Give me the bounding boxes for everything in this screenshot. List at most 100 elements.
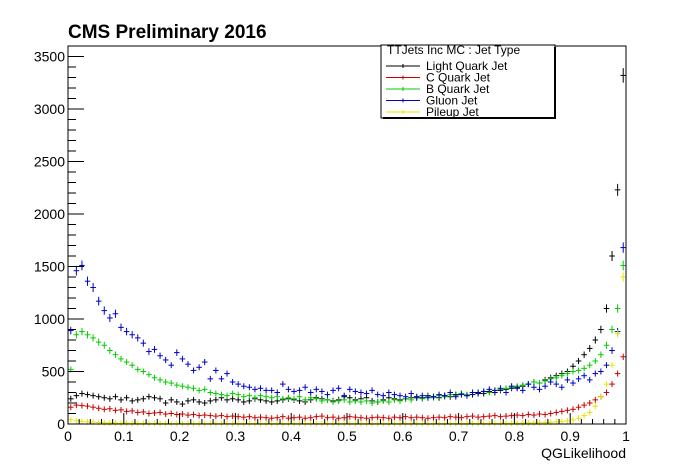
data-point <box>201 386 208 393</box>
data-point <box>603 341 610 349</box>
data-point <box>95 405 102 412</box>
data-point <box>213 390 219 397</box>
data-point <box>397 392 403 399</box>
data-point <box>380 414 387 421</box>
data-point <box>285 386 292 393</box>
data-point <box>581 351 587 358</box>
data-point <box>129 407 135 414</box>
data-point <box>402 413 409 420</box>
data-point <box>553 409 560 416</box>
legend-label: Light Quark Jet <box>426 59 508 73</box>
data-point <box>291 395 297 402</box>
data-point <box>68 404 74 411</box>
data-point <box>508 420 515 427</box>
data-point <box>380 392 387 399</box>
data-point <box>246 413 253 420</box>
data-point <box>374 398 381 405</box>
data-point <box>296 414 303 421</box>
data-point <box>190 396 197 403</box>
data-point <box>570 380 576 387</box>
data-point <box>224 370 230 377</box>
data-point <box>609 250 615 262</box>
data-point <box>73 402 80 409</box>
data-point <box>252 414 258 421</box>
data-point <box>185 412 191 419</box>
data-point <box>162 356 169 364</box>
data-point <box>118 323 124 332</box>
data-point <box>519 412 526 419</box>
data-point <box>553 381 560 388</box>
data-point <box>73 265 80 276</box>
data-point <box>95 296 102 306</box>
data-point <box>107 347 113 354</box>
data-point <box>519 382 526 389</box>
legend-label: Pileup Jet <box>426 105 479 119</box>
data-point <box>458 414 465 421</box>
data-point <box>581 365 587 372</box>
data-point <box>157 376 163 383</box>
data-point <box>190 367 197 374</box>
data-point <box>274 389 281 396</box>
data-point <box>497 413 504 420</box>
data-point <box>480 420 487 427</box>
data-point <box>447 389 454 396</box>
data-point <box>542 419 548 426</box>
data-point <box>531 379 537 385</box>
data-point <box>603 389 610 396</box>
data-point <box>363 397 370 404</box>
chart-title: CMS Preliminary 2016 <box>68 22 267 43</box>
data-point <box>447 413 454 420</box>
data-point <box>129 397 135 404</box>
data-point <box>157 409 163 416</box>
data-point <box>542 383 548 390</box>
data-point <box>575 415 582 422</box>
data-point <box>352 397 359 404</box>
data-point <box>570 416 576 423</box>
data-point <box>603 362 610 369</box>
data-point <box>84 331 91 339</box>
data-point <box>408 396 414 403</box>
data-point <box>291 414 297 421</box>
data-point <box>268 387 275 394</box>
data-point <box>352 414 359 421</box>
y-tick-label: 1500 <box>34 259 65 275</box>
data-point <box>531 419 537 426</box>
data-point <box>570 368 576 375</box>
data-point <box>140 395 147 402</box>
data-point <box>559 372 565 379</box>
data-point <box>586 362 593 369</box>
series-2 <box>68 260 626 406</box>
data-point <box>319 413 325 420</box>
data-point <box>151 394 158 401</box>
data-point <box>603 304 610 313</box>
data-point <box>492 420 498 427</box>
data-point <box>218 412 225 419</box>
data-point <box>274 414 281 421</box>
data-point <box>229 390 236 397</box>
data-point <box>168 410 175 417</box>
data-point <box>151 409 158 416</box>
data-point <box>536 419 543 426</box>
legend-entry: Gluon Jet <box>386 94 478 108</box>
data-point <box>112 351 119 358</box>
data-point <box>235 396 241 403</box>
data-point <box>235 413 241 420</box>
data-point <box>302 384 308 391</box>
data-point <box>162 411 169 418</box>
data-point <box>157 352 163 359</box>
data-point <box>179 411 186 418</box>
data-point <box>614 370 621 377</box>
data-point <box>464 392 470 399</box>
data-point <box>79 418 85 425</box>
data-point <box>547 410 554 417</box>
data-point <box>73 331 80 339</box>
data-point <box>575 375 582 382</box>
data-point <box>229 395 236 402</box>
data-point <box>207 397 214 404</box>
data-point <box>358 389 364 396</box>
data-point <box>347 398 353 405</box>
data-point <box>486 386 493 393</box>
data-point <box>151 374 158 381</box>
data-point <box>168 362 175 369</box>
data-point <box>146 348 152 355</box>
